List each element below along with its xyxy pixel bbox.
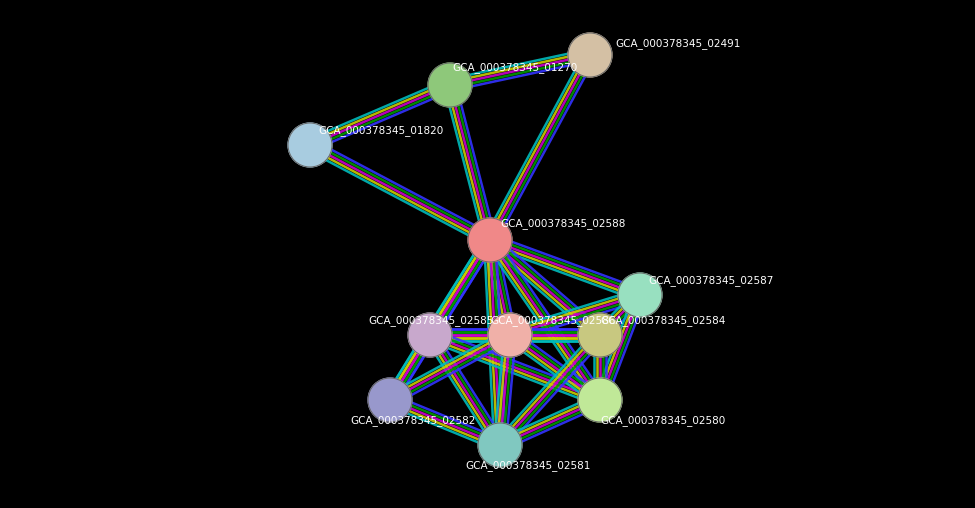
Circle shape (428, 63, 472, 107)
Circle shape (568, 33, 612, 77)
Circle shape (368, 378, 412, 422)
Circle shape (488, 313, 532, 357)
Circle shape (618, 273, 662, 317)
Text: GCA_000378345_02580: GCA_000378345_02580 (600, 415, 725, 426)
Text: GCA_000378345_02588: GCA_000378345_02588 (500, 218, 625, 229)
Circle shape (578, 313, 622, 357)
Text: GCA_000378345_02581: GCA_000378345_02581 (465, 460, 591, 471)
Text: GCA_000378345_02584: GCA_000378345_02584 (600, 315, 725, 326)
Circle shape (408, 313, 452, 357)
Circle shape (578, 378, 622, 422)
Text: GCA_000378345_02582: GCA_000378345_02582 (350, 415, 476, 426)
Text: GCA_000378345_01270: GCA_000378345_01270 (452, 62, 577, 73)
Text: GCA_000378345_02586: GCA_000378345_02586 (490, 315, 615, 326)
Text: GCA_000378345_02585: GCA_000378345_02585 (368, 315, 493, 326)
Text: GCA_000378345_01820: GCA_000378345_01820 (318, 125, 444, 136)
Circle shape (288, 123, 332, 167)
Circle shape (478, 423, 522, 467)
Circle shape (468, 218, 512, 262)
Text: GCA_000378345_02587: GCA_000378345_02587 (648, 275, 773, 286)
Text: GCA_000378345_02491: GCA_000378345_02491 (615, 38, 740, 49)
